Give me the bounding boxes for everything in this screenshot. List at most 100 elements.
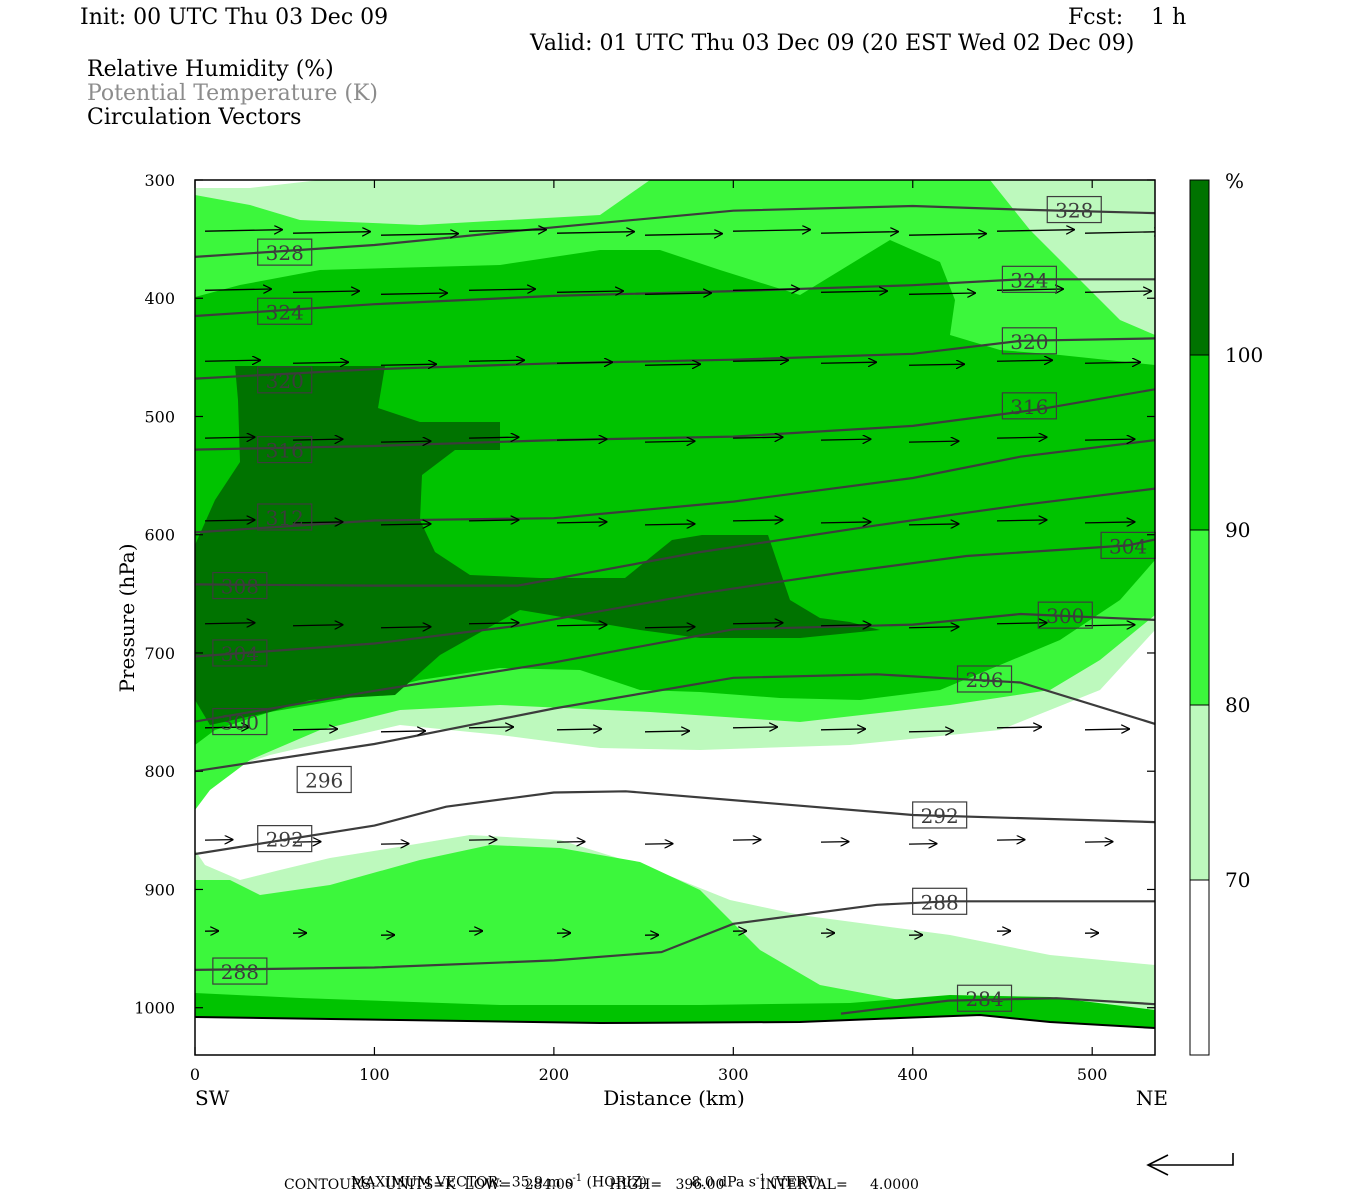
vector-455-6 (732, 360, 788, 361)
contour-label-box-19 (212, 957, 268, 985)
vector-345-3 (468, 230, 546, 232)
vector-395-7 (820, 291, 887, 292)
contour-label-296: 296 (965, 668, 1003, 692)
reference-vector-arrow (1148, 1153, 1234, 1166)
vector-677-7 (820, 625, 871, 626)
vector-677-6 (732, 623, 783, 624)
vector-345-1 (292, 232, 370, 234)
contour-label-box-2 (1001, 265, 1057, 293)
vector-590-10 (1084, 522, 1135, 523)
reference-vector (1146, 1153, 1234, 1176)
y-tick-label-300: 300 (144, 171, 175, 190)
contour-label-box-20 (956, 984, 1013, 1012)
vector-395-3 (468, 289, 535, 290)
vector-860-9 (996, 840, 1025, 841)
contour-label-288: 288 (221, 960, 259, 984)
vector-677-10 (1084, 625, 1135, 626)
y-tick-label-600: 600 (144, 526, 175, 545)
max-vert-unit: (VERT) (770, 1174, 822, 1191)
y-axis-title: Pressure (hPa) (115, 544, 139, 693)
max-horiz-unit: (HORIZ) (586, 1174, 647, 1191)
vector-520-0 (204, 437, 255, 438)
theta-contour-328 (195, 204, 1155, 258)
vector-395-4 (556, 291, 623, 292)
vector-590-9 (996, 520, 1047, 521)
vector-765-3 (468, 727, 513, 728)
vector-520-3 (468, 437, 519, 438)
vector-345-4 (556, 232, 634, 234)
contour-label-304: 304 (1109, 534, 1147, 558)
field-rh: Relative Humidity (%) (87, 57, 334, 82)
vector-395-10 (1084, 291, 1151, 292)
colorbar-unit: % (1225, 169, 1244, 193)
vector-520-10 (1084, 439, 1135, 440)
vector-765-1 (292, 729, 337, 730)
surface-line (194, 1013, 1156, 1029)
valid-time: Valid: 01 UTC Thu 03 Dec 09 (20 EST Wed … (530, 31, 1135, 56)
max-vector-line: MAXIMUM VECTOR: 35.9 m s-1 (HORIZ) 8.0 d… (342, 1157, 821, 1191)
circulation-vectors (204, 230, 1155, 936)
vector-455-9 (996, 360, 1052, 361)
vector-345-2 (380, 234, 458, 236)
x-axis-title: Distance (km) (603, 1086, 745, 1110)
vector-520-1 (292, 439, 343, 440)
contour-label-292: 292 (266, 828, 304, 852)
vector-590-7 (820, 522, 871, 523)
vector-345-0 (204, 230, 282, 232)
vector-520-5 (644, 441, 695, 442)
contour-label-box-12 (1037, 601, 1093, 629)
y-tick-label-500: 500 (144, 407, 175, 426)
vector-677-0 (204, 623, 255, 624)
plot-frame (194, 179, 1156, 1056)
contour-label-328: 328 (1055, 199, 1093, 223)
contour-label-312: 312 (266, 506, 304, 530)
vector-860-10 (1084, 842, 1113, 843)
rh-white-top (195, 180, 320, 188)
x-left-end-label: SW (195, 1086, 230, 1110)
vector-345-8 (908, 234, 986, 236)
vector-860-8 (908, 844, 937, 845)
contour-label-304: 304 (221, 642, 259, 666)
colorbar-band-70 (1190, 705, 1209, 880)
x-tick-label-400: 400 (897, 1065, 928, 1084)
y-tick-label-700: 700 (144, 644, 175, 663)
colorbar-band-100 (1190, 180, 1209, 355)
contour-label-316: 316 (266, 439, 304, 463)
colorbar-label-80: 80 (1225, 693, 1250, 717)
vector-860-1 (292, 842, 321, 843)
contour-label-box-3 (257, 297, 313, 325)
vector-590-8 (908, 524, 959, 525)
vector-395-6 (732, 289, 799, 290)
contour-label-324: 324 (1010, 268, 1048, 292)
contour-label-292: 292 (921, 804, 959, 828)
vector-520-2 (380, 441, 431, 442)
vector-590-0 (204, 520, 255, 521)
y-tick-label-900: 900 (144, 880, 175, 899)
vector-520-7 (820, 439, 871, 440)
axes: 0 100 200 300 400 500 300 400 500 600 700 800 900 100… (134, 171, 1155, 1084)
vector-765-5 (644, 731, 689, 732)
vector-677-1 (292, 625, 343, 626)
theta-contour-284 (840, 997, 1155, 1015)
x-tick-label-500: 500 (1077, 1065, 1108, 1084)
colorbar-label-100: 100 (1225, 343, 1263, 367)
vector-395-1 (292, 291, 359, 292)
vector-520-4 (556, 439, 607, 440)
contour-label-box-15 (296, 765, 352, 794)
max-vector-label: MAXIMUM VECTOR: (350, 1174, 503, 1191)
theta-contour-324 (195, 278, 1155, 318)
contour-label-box-8 (257, 503, 313, 531)
vector-520-8 (908, 441, 959, 442)
contour-label-box-18 (912, 887, 968, 915)
rh-fill-100 (195, 366, 880, 725)
contour-label-308: 308 (221, 575, 259, 599)
contour-label-288: 288 (921, 890, 959, 914)
rh-fill-layer (195, 180, 1155, 1055)
theta-contour-296 (195, 673, 1155, 773)
vector-395-8 (908, 293, 975, 294)
x-right-end-label: NE (1136, 1086, 1168, 1110)
theta-contour-288 (195, 900, 1155, 971)
contour-label-300: 300 (221, 711, 259, 735)
vector-677-2 (380, 627, 431, 628)
